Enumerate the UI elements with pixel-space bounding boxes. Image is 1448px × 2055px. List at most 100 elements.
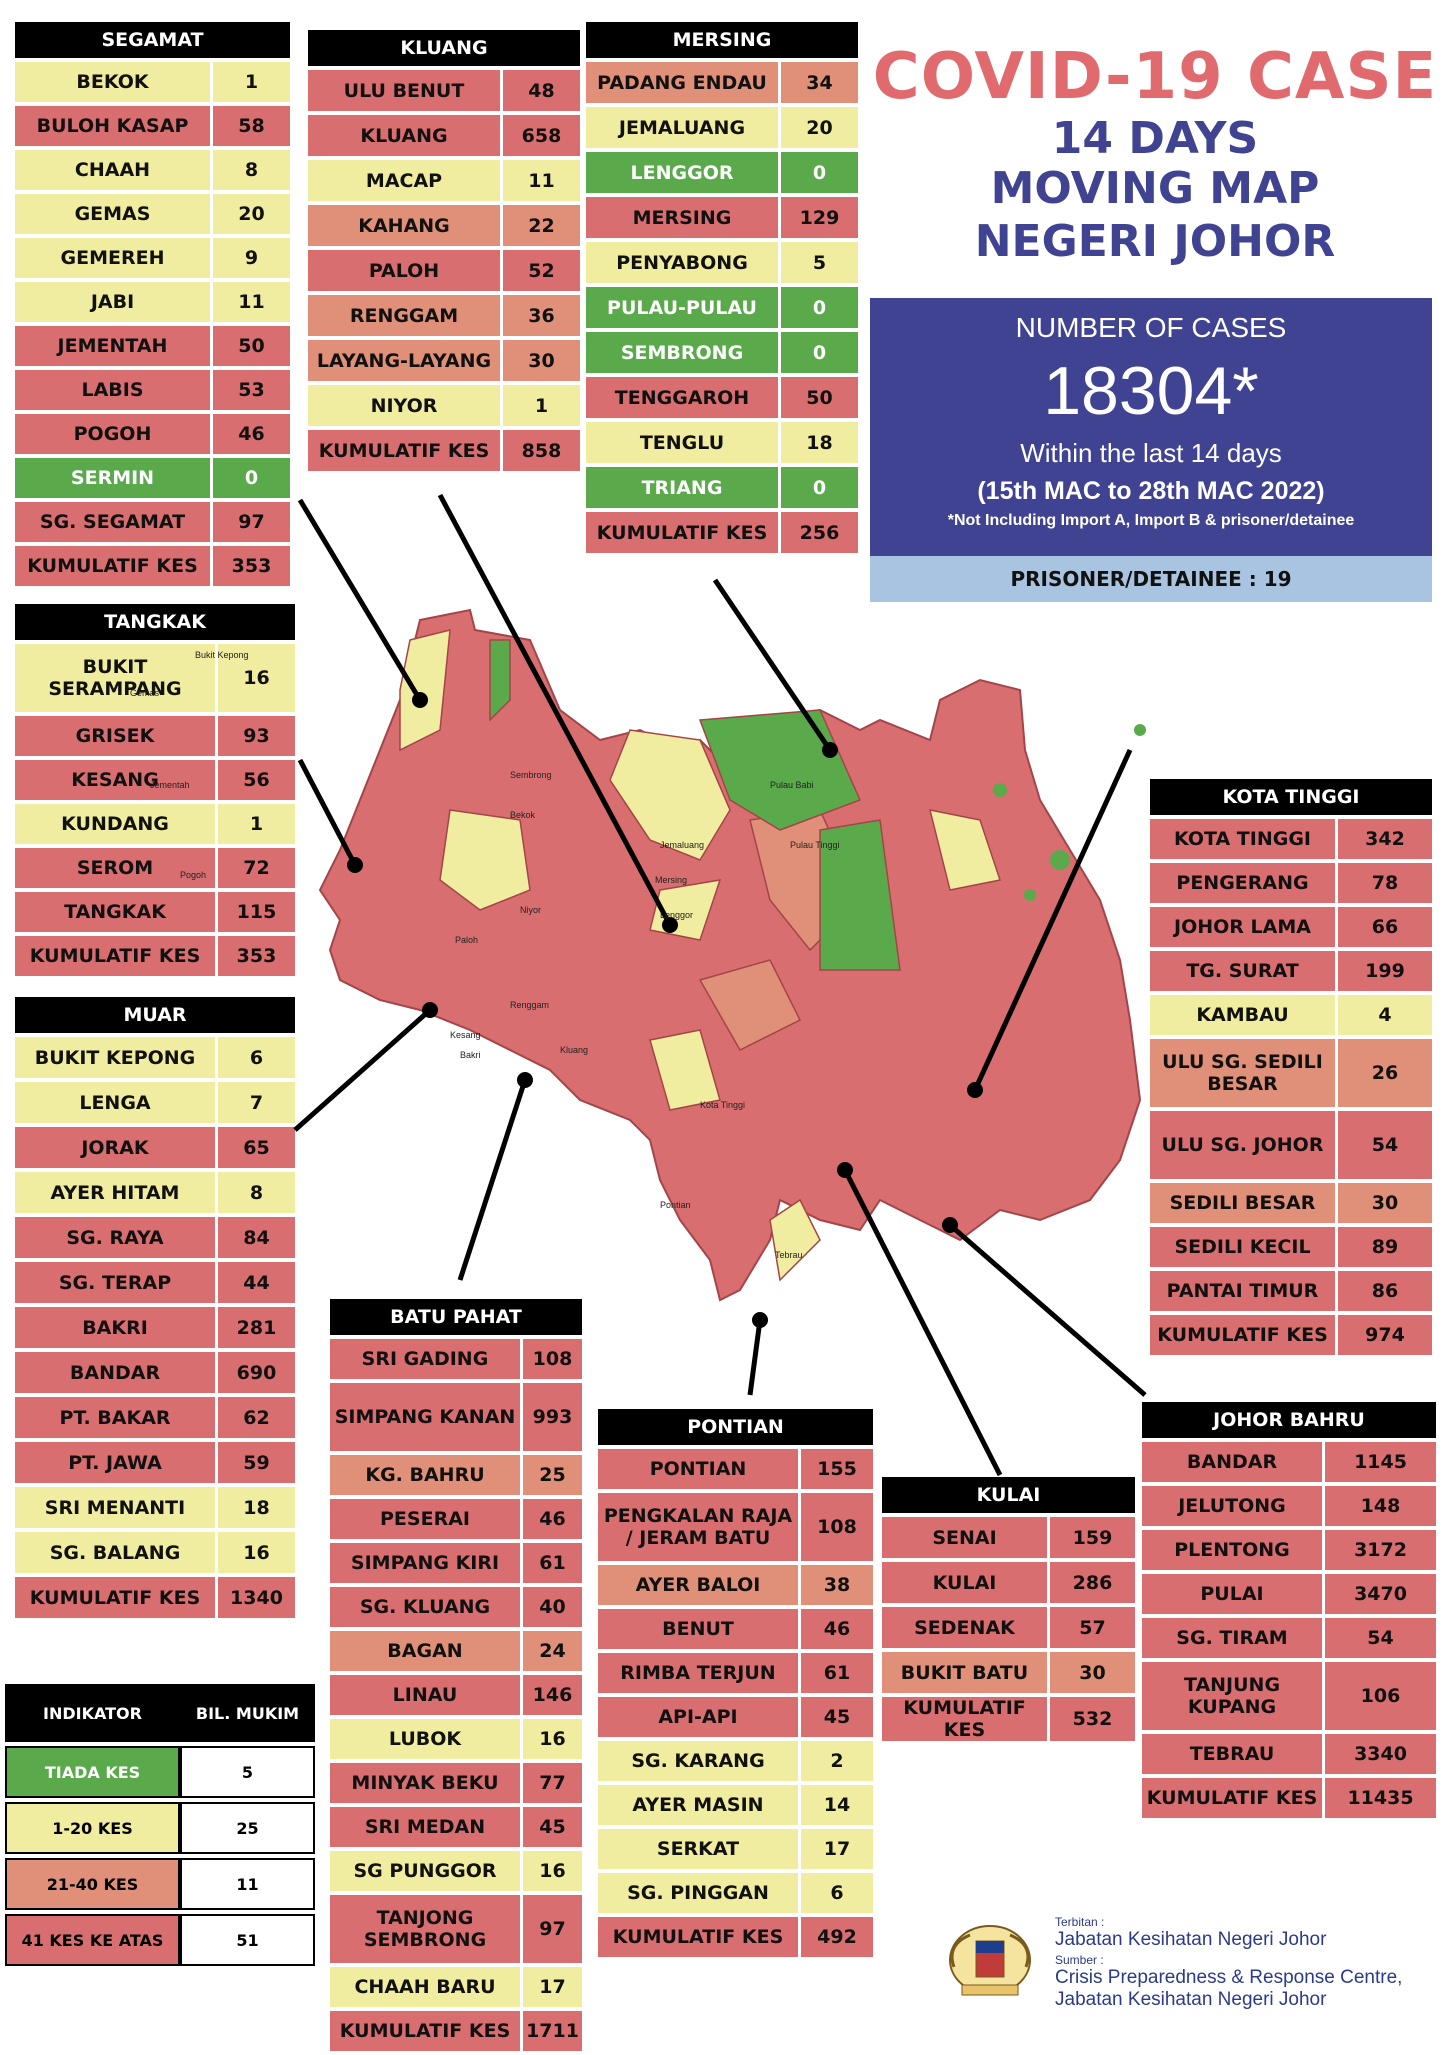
mukim-name: NIYOR	[370, 394, 438, 417]
table-row: KUNDANG 1	[15, 804, 295, 844]
case-count: 11435	[1322, 1778, 1436, 1818]
mukim-name: BAKRI	[82, 1316, 148, 1339]
case-count: 3172	[1322, 1530, 1436, 1570]
table-row: JEMALUANG 20	[586, 107, 858, 148]
mukim-name: SRI MENANTI	[44, 1496, 186, 1519]
table-row: TANJONG SEMBRONG 97	[330, 1895, 583, 1963]
table-row: JABI 11	[15, 282, 290, 322]
table-kotatinggi: KOTA TINGGI KOTA TINGGI 342 PENGERANG 78 JOHO…	[1150, 775, 1432, 1359]
mukim-name: TENGGAROH	[614, 386, 750, 409]
map-place-label: Bekok	[510, 810, 536, 820]
table-row: TANJUNG KUPANG 106	[1142, 1662, 1437, 1730]
case-count: 8	[215, 1172, 295, 1213]
mukim-name: PALOH	[368, 259, 440, 282]
mukim-name: LINAU	[392, 1684, 458, 1706]
table-row: BEKOK 1	[15, 62, 290, 102]
case-count: 89	[1335, 1227, 1432, 1267]
table-row: LUBOK 16	[330, 1719, 583, 1759]
mukim-name: KUMULATIF KES	[29, 1586, 201, 1609]
table-row: LENGGOR 0	[586, 152, 858, 193]
table-row: BAKRI 281	[15, 1307, 295, 1348]
case-count: 20	[210, 194, 290, 234]
mukim-name: SERKAT	[656, 1838, 740, 1860]
mukim-name: TG. SURAT	[1186, 960, 1299, 982]
map-place-label: Paloh	[455, 935, 479, 945]
mukim-name: SG. BALANG	[49, 1541, 181, 1564]
table-row: PADANG ENDAU 34	[586, 62, 858, 103]
case-count: 66	[1335, 907, 1432, 947]
mukim-name: JELUTONG	[1178, 1495, 1286, 1517]
map-place-label: Pulau Babi	[770, 780, 814, 790]
mukim-name: KAMBAU	[1196, 1004, 1289, 1026]
mukim-name: KUNDANG	[61, 813, 169, 835]
case-count: 16	[215, 1532, 295, 1573]
table-row: ULU BENUT 48	[308, 70, 581, 111]
sumber-line1: Crisis Preparedness & Response Centre,	[1055, 1967, 1403, 1988]
case-count: 106	[1322, 1662, 1436, 1730]
crest-logo	[940, 1915, 1040, 2005]
table-row: SRI GADING 108	[330, 1339, 583, 1379]
case-count: 62	[215, 1397, 295, 1438]
case-count: 36	[500, 295, 580, 336]
case-count: 44	[215, 1262, 295, 1303]
mukim-name: GRISEK	[75, 725, 155, 747]
table-row: SERMIN 0	[15, 458, 290, 498]
mukim-name: JORAK	[81, 1136, 149, 1159]
table-row: TEBRAU 3340	[1142, 1734, 1437, 1774]
table-row: KUMULATIF KES 1711	[330, 2011, 583, 2051]
sumber-label: Sumber :	[1055, 1953, 1104, 1967]
district-name: BATU PAHAT	[330, 1299, 583, 1335]
case-count: 50	[210, 326, 290, 366]
table-row: AYER MASIN 14	[598, 1785, 873, 1825]
legend-header-count: BIL. MUKIM	[180, 1684, 315, 1742]
table-row: BULOH KASAP 58	[15, 106, 290, 146]
table-row: KUMULATIF KES 353	[15, 546, 290, 586]
mukim-name: PLENTONG	[1174, 1539, 1290, 1561]
table-row: SEMBRONG 0	[586, 332, 858, 373]
table-row: PANTAI TIMUR 86	[1150, 1271, 1432, 1311]
case-count: 492	[798, 1917, 873, 1957]
mukim-name: CHAAH BARU	[354, 1976, 496, 1998]
map-island-north	[1134, 724, 1146, 736]
table-row: BAGAN 24	[330, 1631, 583, 1671]
table-row: PALOH 52	[308, 250, 581, 291]
case-count: 129	[778, 197, 858, 238]
map-place-label: Kluang	[560, 1045, 589, 1055]
case-count: 199	[1335, 951, 1432, 991]
table-row: PENYABONG 5	[586, 242, 858, 283]
prisoner-bar: PRISONER/DETAINEE : 19	[870, 556, 1432, 602]
mukim-name: PENGKALAN RAJA / JERAM BATU	[603, 1505, 793, 1549]
mukim-name: TANGKAK	[64, 901, 166, 923]
case-count: 34	[778, 62, 858, 103]
table-row: SG. KARANG 2	[598, 1741, 873, 1781]
case-count: 61	[798, 1653, 873, 1693]
mukim-name: SRI GADING	[361, 1348, 489, 1370]
case-count: 16	[215, 644, 295, 712]
legend-header-indicator: INDIKATOR	[5, 1684, 180, 1742]
map-island-tinggi	[1050, 850, 1070, 870]
map-place-label: Gemas	[130, 688, 160, 698]
district-name: MUAR	[15, 997, 295, 1033]
map-region-serkat	[769, 1198, 821, 1282]
table-row: BANDAR 1145	[1142, 1442, 1437, 1482]
table-kulai: KULAI SENAI 159 KULAI 286 SEDENAK 57 BUKIT BATU…	[882, 1473, 1136, 1745]
district-name: SEGAMAT	[15, 22, 290, 58]
mukim-name: SG PUNGGOR	[353, 1860, 497, 1882]
mukim-name: KUMULATIF KES	[1146, 1787, 1318, 1809]
case-count: 690	[215, 1352, 295, 1393]
map-place-label: Bakri	[460, 1050, 481, 1060]
mukim-name: KUMULATIF KES	[612, 1926, 784, 1948]
mukim-name: BANDAR	[69, 1361, 161, 1384]
table-row: SRI MENANTI 18	[15, 1487, 295, 1528]
legend-row: 41 KES KE ATAS 51	[5, 1914, 315, 1966]
table-row: TG. SURAT 199	[1150, 951, 1432, 991]
table-kluang: KLUANG ULU BENUT 48 KLUANG 658 MACAP 11 KAHANG 2…	[308, 26, 581, 475]
mukim-name: SEMBRONG	[620, 341, 744, 364]
mukim-name: SG. KLUANG	[359, 1596, 491, 1618]
case-count: 26	[1335, 1039, 1432, 1107]
summary-note: *Not Including Import A, Import B & pris…	[947, 512, 1355, 529]
case-count: 30	[1047, 1652, 1135, 1693]
case-count: 658	[500, 115, 580, 156]
mukim-name: JEMENTAH	[57, 335, 168, 357]
mukim-name: TANJONG SEMBRONG	[363, 1907, 487, 1951]
